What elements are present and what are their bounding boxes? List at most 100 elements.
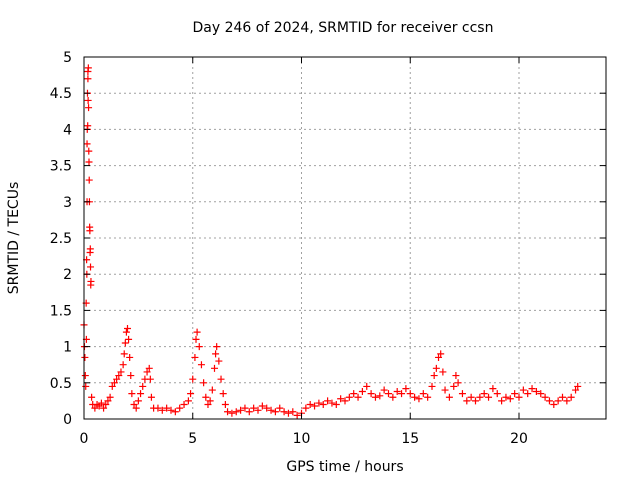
data-point [350, 390, 358, 398]
y-tick-label: 2 [63, 267, 72, 283]
data-point [435, 353, 443, 361]
data-point [126, 353, 134, 361]
data-point [113, 375, 121, 383]
data-point [119, 361, 127, 369]
data-point [137, 390, 145, 398]
data-point [250, 404, 258, 412]
y-tick-label: 3 [63, 195, 72, 211]
data-point [271, 408, 279, 416]
data-point [81, 372, 89, 380]
y-tick-label: 4.5 [50, 86, 72, 102]
data-point [212, 350, 220, 358]
data-point [515, 393, 523, 401]
data-point [563, 397, 571, 405]
data-point [371, 393, 379, 401]
data-point [85, 147, 93, 155]
data-point [519, 386, 527, 394]
data-point [428, 382, 436, 390]
data-point [337, 395, 345, 403]
data-point [117, 368, 125, 376]
data-point [315, 399, 323, 407]
data-point [559, 393, 566, 401]
axis-ticks [83, 56, 606, 420]
data-point [328, 399, 336, 407]
data-point [219, 390, 227, 398]
data-point [574, 382, 582, 390]
data-point [528, 385, 536, 393]
y-tick-label: 4 [63, 122, 72, 138]
data-point [545, 397, 553, 405]
data-point [289, 408, 297, 416]
data-point [104, 397, 112, 405]
data-point [263, 404, 271, 412]
y-tick-label: 0 [63, 412, 72, 428]
data-point [432, 364, 440, 372]
data-point [572, 386, 580, 394]
y-tick-label: 5 [63, 50, 72, 66]
data-point [195, 343, 203, 351]
data-point [84, 64, 92, 72]
data-point [87, 263, 95, 271]
y-tick-label: 0.5 [50, 376, 72, 392]
data-point [241, 404, 249, 412]
data-point [97, 399, 105, 407]
data-point [206, 397, 214, 405]
x-tick-label: 10 [293, 431, 311, 447]
data-point [81, 353, 89, 361]
y-axis-label: SRMTID / TECUs [6, 182, 22, 295]
data-point [202, 393, 210, 401]
data-point [132, 404, 140, 412]
data-point [319, 401, 327, 409]
data-point [358, 387, 366, 395]
chart-title: Day 246 of 2024, SRMTID for receiver ccs… [193, 20, 494, 36]
data-point [450, 382, 458, 390]
data-point [224, 408, 232, 416]
data-point [439, 368, 447, 376]
data-point [452, 372, 460, 380]
data-point [267, 406, 275, 414]
data-point [217, 375, 225, 383]
data-point [154, 404, 162, 412]
data-point [110, 379, 118, 387]
data-point [86, 223, 94, 231]
data-point [332, 401, 340, 409]
data-point [463, 397, 471, 405]
data-point [363, 382, 371, 390]
data-point [85, 104, 93, 112]
data-point [458, 390, 466, 398]
data-point [86, 245, 94, 253]
data-point [84, 75, 92, 83]
data-point [108, 382, 116, 390]
x-tick-label: 20 [510, 431, 528, 447]
data-point [127, 372, 135, 380]
data-point [147, 393, 155, 401]
data-point [167, 406, 175, 414]
y-tick-labels: 0 0.5 1 1.5 2 2.5 3 3.5 4 4.5 5 [50, 50, 72, 428]
data-point [480, 390, 488, 398]
data-point [85, 158, 93, 166]
data-point [128, 390, 136, 398]
data-point [258, 402, 266, 410]
data-point [84, 122, 92, 130]
data-point [567, 393, 575, 401]
data-point [124, 325, 131, 332]
data-point [472, 397, 479, 405]
data-point [228, 409, 236, 417]
data-point [120, 350, 128, 358]
data-point [191, 353, 199, 361]
data-point [143, 368, 151, 376]
data-point [430, 372, 438, 380]
data-point [476, 393, 484, 401]
data-point [380, 386, 388, 394]
data-point [502, 393, 510, 401]
data-point [146, 375, 154, 383]
data-point [437, 350, 445, 358]
data-point [498, 397, 506, 405]
data-point [232, 408, 240, 416]
data-point [254, 406, 262, 414]
data-point [402, 385, 410, 393]
data-point [511, 390, 519, 398]
data-point [215, 357, 223, 365]
y-tick-label: 3.5 [50, 159, 72, 175]
